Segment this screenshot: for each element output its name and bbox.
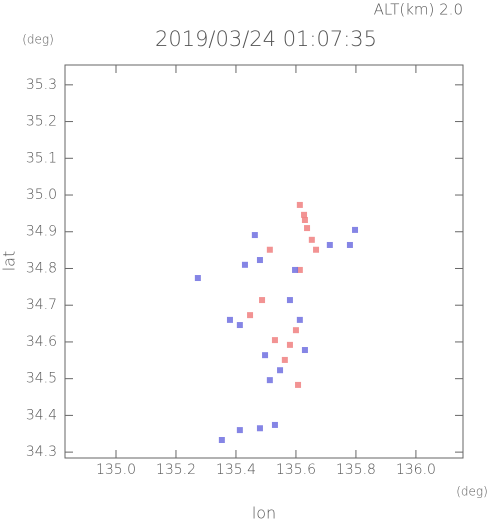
data-point (286, 341, 293, 348)
data-point (313, 246, 320, 253)
data-point (352, 226, 359, 233)
x-tick-label: 135.8 (336, 462, 376, 478)
y-tick-label: 34.7 (26, 297, 57, 313)
y-tick-label: 35.1 (26, 150, 57, 166)
data-point (304, 225, 311, 232)
data-point (251, 232, 258, 239)
x-tick-label: 135.2 (156, 462, 196, 478)
data-point (256, 257, 263, 264)
data-point (241, 261, 248, 268)
y-tick-label: 35.2 (26, 114, 57, 130)
y-tick-label: 35.3 (26, 77, 57, 93)
data-point (277, 367, 284, 374)
data-point (266, 246, 273, 253)
data-point (295, 381, 302, 388)
data-point (236, 322, 243, 329)
y-tick-label: 34.4 (26, 407, 57, 423)
plot-frame (64, 64, 464, 459)
data-point (308, 236, 315, 243)
data-point (292, 266, 299, 273)
data-point (301, 211, 308, 218)
y-tick-label: 34.8 (26, 260, 57, 276)
data-point (247, 312, 254, 319)
data-point (262, 352, 269, 359)
chart-subtitle: ALT(km) 2.0 (374, 1, 463, 19)
y-tick-label: 35.0 (26, 187, 57, 203)
data-point (296, 316, 303, 323)
y-unit: (deg) (22, 33, 54, 47)
y-tick-label: 34.3 (26, 444, 57, 460)
data-point (236, 427, 243, 434)
data-point (292, 327, 299, 334)
data-point (326, 241, 333, 248)
y-tick-label: 34.5 (26, 371, 57, 387)
data-point (194, 275, 201, 282)
data-point (259, 297, 266, 304)
data-point (346, 241, 353, 248)
data-point (296, 201, 303, 208)
data-point (296, 266, 303, 273)
data-point (226, 316, 233, 323)
data-point (281, 356, 288, 363)
x-tick-label: 135.0 (96, 462, 136, 478)
data-point (266, 377, 273, 384)
chart-title: 2019/03/24 01:07:35 (155, 27, 377, 51)
data-point (301, 216, 308, 223)
x-tick-label: 135.4 (216, 462, 256, 478)
y-axis-label: lat (0, 251, 19, 272)
x-tick-label: 136.0 (396, 462, 436, 478)
y-tick-label: 34.9 (26, 224, 57, 240)
x-tick-label: 135.6 (276, 462, 316, 478)
data-point (256, 425, 263, 432)
x-unit: (deg) (456, 485, 488, 499)
data-point (301, 347, 308, 354)
y-tick-label: 34.6 (26, 334, 57, 350)
x-axis-label: lon (252, 504, 276, 521)
data-point (271, 421, 278, 428)
data-point (218, 437, 225, 444)
data-point (271, 337, 278, 344)
data-point (286, 297, 293, 304)
